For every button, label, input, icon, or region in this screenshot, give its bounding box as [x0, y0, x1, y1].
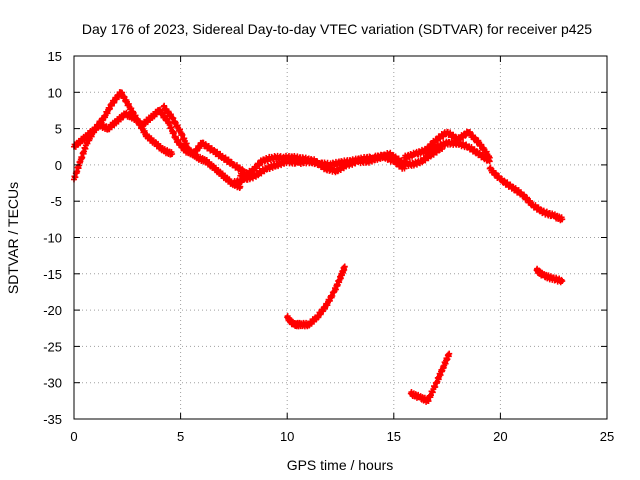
- data-point-interp: [172, 133, 179, 140]
- data-point-interp: [485, 157, 492, 164]
- data-point-interp: [321, 305, 328, 312]
- y-tick-label: -5: [50, 194, 62, 209]
- data-point-interp: [108, 102, 115, 109]
- data-point-interp: [168, 149, 175, 156]
- data-point-interp: [558, 214, 565, 221]
- y-axis-label: SDTVAR / TECUs: [5, 182, 21, 294]
- grid-lines: [74, 56, 607, 419]
- x-tick-label: 15: [387, 429, 401, 444]
- data-point-interp: [558, 276, 565, 283]
- y-tick-label: 10: [48, 85, 62, 100]
- y-axis: 15 10 5 0 -5 -10 -15 -20 -25 -30 -35: [43, 49, 607, 427]
- x-tick-label: 5: [177, 429, 184, 444]
- x-axis-label: GPS time / hours: [287, 457, 394, 473]
- data-point-interp: [219, 152, 226, 159]
- data-points: [71, 89, 566, 405]
- y-tick-label: -20: [43, 303, 62, 318]
- data-point-interp: [341, 263, 348, 270]
- y-tick-label: -15: [43, 267, 62, 282]
- data-point-interp: [176, 126, 183, 133]
- y-tick-label: -10: [43, 231, 62, 246]
- plot-frame: [73, 55, 608, 420]
- y-tick-label: 15: [48, 49, 62, 64]
- x-tick-label: 10: [280, 429, 294, 444]
- data-point-interp: [517, 189, 524, 196]
- x-tick-label: 0: [70, 429, 77, 444]
- data-point-interp: [445, 353, 452, 360]
- y-tick-label: 5: [55, 122, 62, 137]
- x-tick-label: 25: [600, 429, 614, 444]
- x-axis: 0 5 10 15 20 25: [70, 56, 614, 444]
- chart-title: Day 176 of 2023, Sidereal Day-to-day VTE…: [82, 21, 592, 37]
- y-tick-label: 0: [55, 158, 62, 173]
- data-point-interp: [475, 137, 482, 144]
- y-tick-label: -35: [43, 412, 62, 427]
- x-tick-label: 20: [493, 429, 507, 444]
- y-tick-label: -30: [43, 376, 62, 391]
- data-point-interp: [125, 100, 132, 107]
- data-point-interp: [236, 185, 243, 192]
- y-tick-label: -25: [43, 339, 62, 354]
